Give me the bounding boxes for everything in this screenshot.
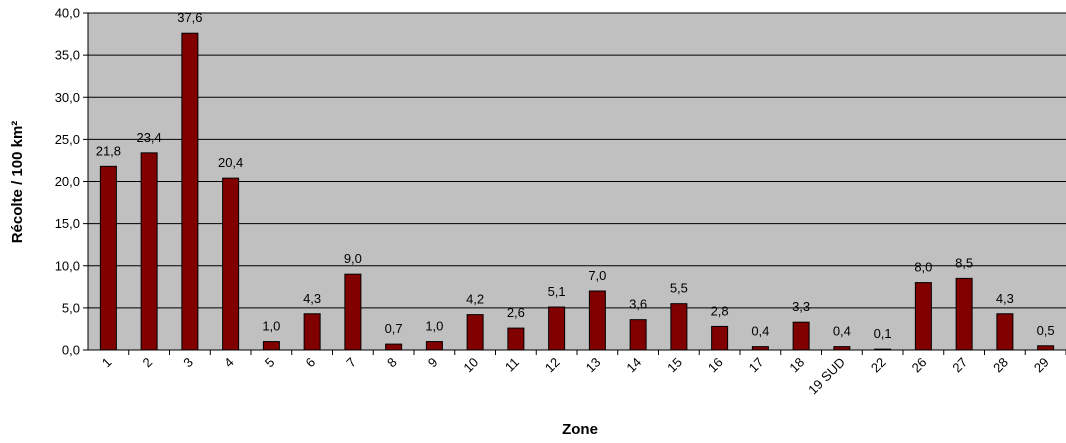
- data-label: 0,4: [751, 324, 769, 339]
- x-tick-label: 5: [262, 355, 278, 371]
- x-tick-label: 14: [623, 355, 644, 376]
- bar: [99, 165, 117, 351]
- y-tick-label: 20,0: [55, 174, 80, 189]
- y-tick-label: 35,0: [55, 48, 80, 63]
- data-label: 21,8: [96, 143, 121, 158]
- y-tick-label: 0,0: [62, 343, 80, 358]
- x-tick-label: 27: [949, 355, 970, 376]
- bar: [303, 313, 321, 351]
- x-axis-title: Zone: [562, 421, 598, 438]
- data-label: 5,5: [670, 281, 688, 296]
- y-tick-label: 40,0: [55, 6, 80, 21]
- y-tick-label: 30,0: [55, 90, 80, 105]
- bar: [711, 325, 729, 351]
- x-tick-label: 13: [583, 355, 604, 376]
- data-label: 20,4: [218, 155, 243, 170]
- x-tick-label: 19 SUD: [805, 355, 848, 398]
- data-label: 8,5: [955, 255, 973, 270]
- bar: [792, 321, 810, 351]
- data-label: 3,3: [792, 299, 810, 314]
- data-label: 1,0: [425, 319, 443, 334]
- data-label: 5,1: [548, 284, 566, 299]
- data-label: 3,6: [629, 297, 647, 312]
- data-label: 0,7: [385, 321, 403, 336]
- x-tick-label: 6: [303, 355, 319, 371]
- x-tick-label: 3: [180, 355, 196, 371]
- bar: [914, 282, 932, 351]
- x-tick-label: 1: [99, 355, 115, 371]
- bar: [670, 303, 688, 351]
- x-tick-label: 28: [990, 355, 1011, 376]
- x-tick-label: 9: [425, 355, 441, 371]
- x-tick-label: 2: [140, 355, 156, 371]
- y-tick-label: 15,0: [55, 216, 80, 231]
- bar: [1037, 345, 1055, 351]
- x-tick-label: 10: [460, 355, 481, 376]
- bar: [344, 273, 362, 351]
- x-tick-label: 8: [384, 355, 400, 371]
- x-tick-label: 16: [705, 355, 726, 376]
- y-axis-title: Récolte / 100 km²: [9, 121, 26, 244]
- bar: [181, 32, 199, 351]
- data-label: 4,2: [466, 292, 484, 307]
- data-label: 2,8: [711, 303, 729, 318]
- x-tick-label: 12: [542, 355, 563, 376]
- plot-area: 0,05,010,015,020,025,030,035,040,021,812…: [55, 6, 1066, 398]
- x-tick-label: 22: [868, 355, 889, 376]
- bar: [507, 327, 525, 351]
- bar: [629, 319, 647, 351]
- bar: [222, 177, 240, 351]
- bar: [548, 306, 566, 351]
- bar: [588, 290, 606, 351]
- x-tick-label: 15: [664, 355, 685, 376]
- data-label: 9,0: [344, 251, 362, 266]
- bar: [833, 346, 851, 351]
- bar: [425, 341, 443, 351]
- x-tick-label: 26: [909, 355, 930, 376]
- bar: [751, 346, 769, 351]
- data-label: 7,0: [588, 268, 606, 283]
- data-label: 4,3: [996, 291, 1014, 306]
- x-tick-label: 18: [786, 355, 807, 376]
- bar: [955, 277, 973, 351]
- data-label: 0,5: [1037, 323, 1055, 338]
- bar: [262, 341, 280, 351]
- data-label: 37,6: [177, 10, 202, 25]
- x-tick-label: 29: [1031, 355, 1052, 376]
- bar: [996, 313, 1014, 351]
- data-label: 1,0: [262, 319, 280, 334]
- y-tick-label: 10,0: [55, 258, 80, 273]
- data-label: 0,1: [874, 326, 892, 341]
- x-tick-label: 7: [343, 355, 359, 371]
- data-label: 0,4: [833, 324, 851, 339]
- y-tick-label: 5,0: [62, 300, 80, 315]
- data-label: 23,4: [136, 130, 161, 145]
- bar: [140, 152, 158, 351]
- x-tick-label: 4: [221, 355, 237, 371]
- y-tick-label: 25,0: [55, 132, 80, 147]
- bar: [385, 343, 403, 351]
- x-tick-label: 11: [502, 355, 522, 375]
- x-tick-label: 17: [746, 355, 767, 376]
- data-label: 4,3: [303, 291, 321, 306]
- data-label: 2,6: [507, 305, 525, 320]
- data-label: 8,0: [914, 260, 932, 275]
- bar: [466, 314, 484, 351]
